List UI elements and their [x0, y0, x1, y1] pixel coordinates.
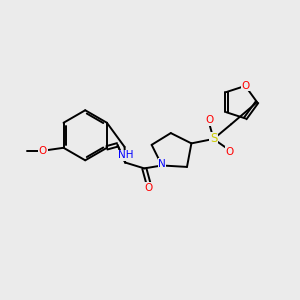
Text: O: O — [241, 81, 249, 91]
Text: N: N — [158, 159, 166, 169]
Text: O: O — [39, 146, 47, 156]
Text: O: O — [205, 116, 213, 125]
Text: S: S — [210, 133, 217, 146]
Text: NH: NH — [118, 150, 134, 160]
Text: O: O — [226, 147, 234, 157]
Text: O: O — [145, 182, 153, 193]
